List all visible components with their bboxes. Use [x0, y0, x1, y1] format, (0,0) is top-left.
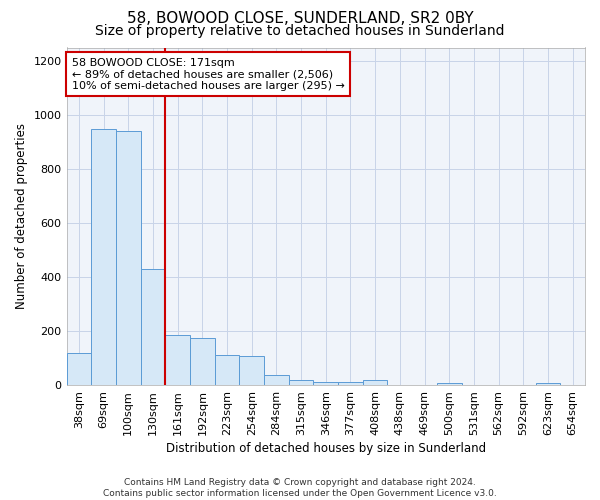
Bar — [215, 356, 239, 385]
Bar — [363, 380, 388, 385]
X-axis label: Distribution of detached houses by size in Sunderland: Distribution of detached houses by size … — [166, 442, 486, 455]
Bar — [67, 352, 91, 385]
Bar — [165, 335, 190, 385]
Text: Contains HM Land Registry data © Crown copyright and database right 2024.
Contai: Contains HM Land Registry data © Crown c… — [103, 478, 497, 498]
Text: Size of property relative to detached houses in Sunderland: Size of property relative to detached ho… — [95, 24, 505, 38]
Bar — [91, 128, 116, 385]
Bar — [190, 338, 215, 385]
Bar — [140, 269, 165, 385]
Bar — [264, 375, 289, 385]
Bar — [239, 356, 264, 385]
Bar — [289, 380, 313, 385]
Bar — [338, 382, 363, 385]
Text: 58 BOWOOD CLOSE: 171sqm
← 89% of detached houses are smaller (2,506)
10% of semi: 58 BOWOOD CLOSE: 171sqm ← 89% of detache… — [72, 58, 344, 91]
Bar — [313, 382, 338, 385]
Text: 58, BOWOOD CLOSE, SUNDERLAND, SR2 0BY: 58, BOWOOD CLOSE, SUNDERLAND, SR2 0BY — [127, 11, 473, 26]
Y-axis label: Number of detached properties: Number of detached properties — [15, 124, 28, 310]
Bar — [536, 383, 560, 385]
Bar — [437, 383, 461, 385]
Bar — [116, 131, 140, 385]
